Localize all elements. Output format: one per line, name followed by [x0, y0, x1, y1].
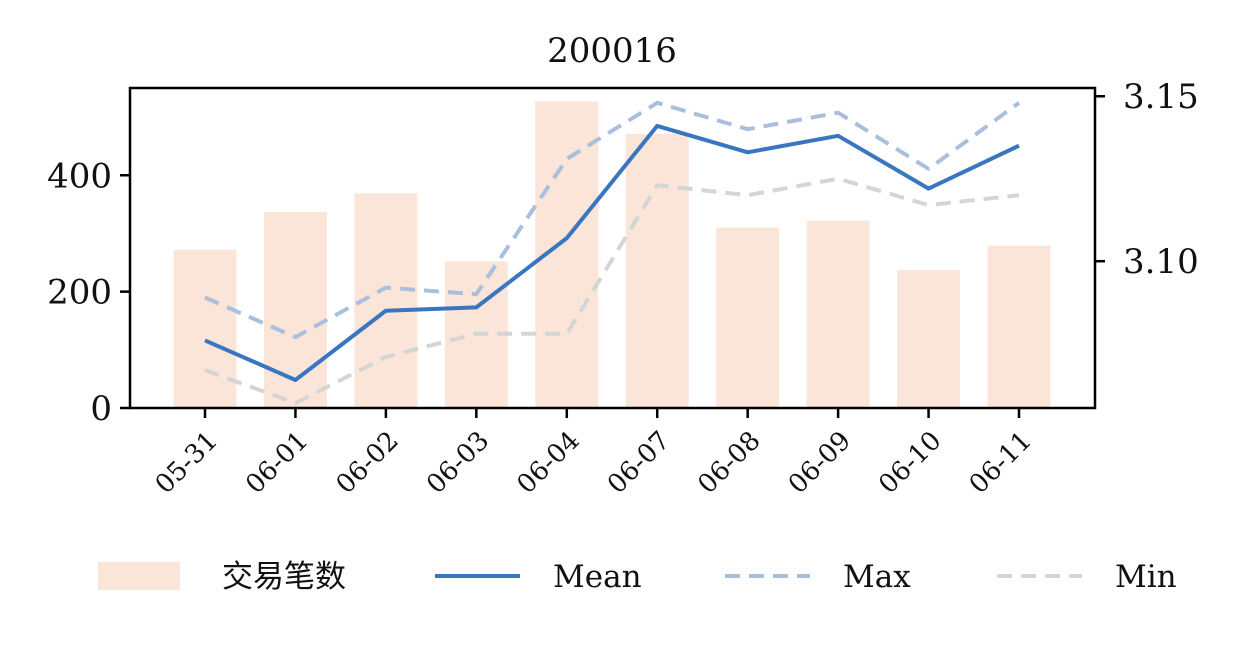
legend-swatch-bar — [98, 562, 180, 590]
y-right-tick-label: 3.10 — [1123, 242, 1199, 282]
x-tick-label-06-11: 06-11 — [964, 426, 1038, 500]
series-line-max — [204, 100, 1021, 340]
series-line-min — [204, 176, 1020, 406]
legend: 交易笔数 Mean Max Min — [98, 559, 1177, 595]
x-tick-label-06-03: 06-03 — [421, 426, 495, 500]
bar-06-09 — [806, 220, 870, 408]
x-tick-label-06-10: 06-10 — [873, 426, 947, 500]
legend-label-bar: 交易笔数 — [222, 559, 346, 595]
x-tick-label-06-04: 06-04 — [512, 426, 586, 500]
legend-label-min: Min — [1115, 559, 1177, 595]
bar-06-08 — [716, 227, 780, 408]
series-line-mean — [204, 123, 1020, 382]
y-left-tick-label: 200 — [47, 273, 112, 313]
y-right-tick-label: 3.15 — [1123, 77, 1199, 117]
x-tick-label-06-02: 06-02 — [331, 426, 405, 500]
bar-06-07 — [625, 133, 689, 409]
x-tick-label-05-31: 05-31 — [150, 426, 224, 500]
y-left-tick-label: 400 — [47, 156, 112, 196]
bars-layer — [173, 101, 1051, 409]
x-tick-label-06-09: 06-09 — [783, 426, 857, 500]
bar-06-01 — [263, 211, 327, 408]
y-left-tick-label: 0 — [90, 389, 112, 429]
lines-layer — [204, 100, 1021, 406]
chart-title: 200016 — [547, 31, 677, 71]
legend-label-max: Max — [843, 559, 911, 595]
x-tick-label-06-01: 06-01 — [240, 426, 314, 500]
x-tick-label-06-08: 06-08 — [692, 426, 766, 500]
x-tick-label-06-07: 06-07 — [602, 426, 676, 500]
bar-05-31 — [173, 249, 237, 408]
bar-06-10 — [897, 270, 961, 408]
legend-label-mean: Mean — [553, 559, 642, 595]
plot-frame — [128, 86, 1097, 410]
bar-06-11 — [987, 245, 1051, 408]
